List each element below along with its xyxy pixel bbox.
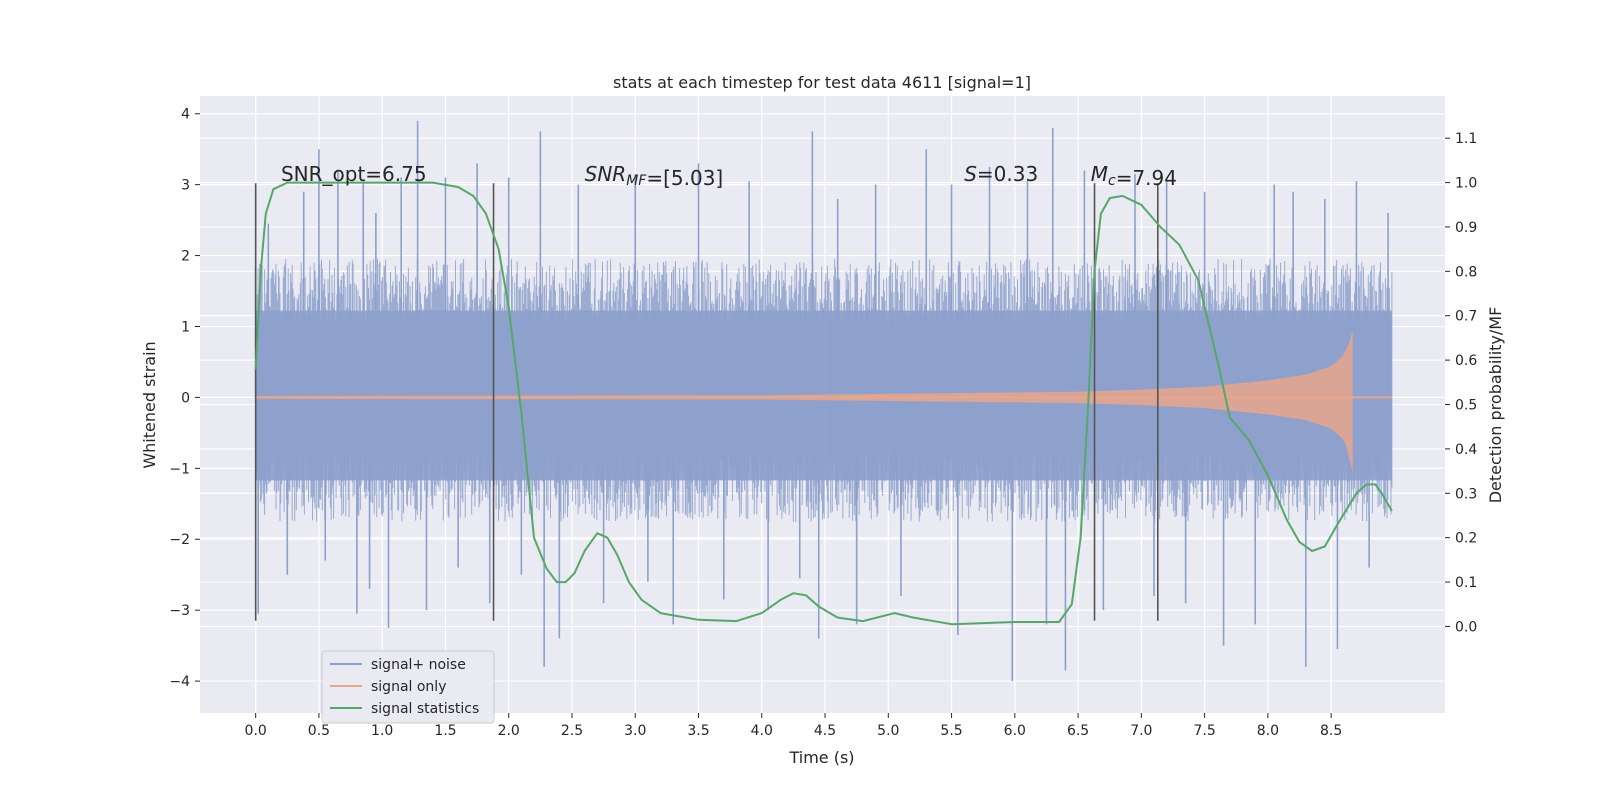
legend: signal+ noise signal only signal statist… bbox=[321, 650, 495, 724]
x-tick-label: 8.5 bbox=[1320, 723, 1342, 739]
y2-tick-label: 1.1 bbox=[1455, 131, 1477, 147]
y-tick-label: 4 bbox=[181, 107, 190, 123]
y-tick-label: 2 bbox=[181, 249, 190, 265]
vertical-markers bbox=[254, 183, 1159, 621]
legend-entry-signal-only: signal only bbox=[371, 679, 446, 695]
stats-line bbox=[254, 181, 1393, 626]
chart-title: stats at each timestep for test data 461… bbox=[613, 73, 1031, 92]
x-tick-label: 2.5 bbox=[561, 723, 583, 739]
y2-tick-label: 0.9 bbox=[1455, 220, 1477, 236]
x-tick-label: 1.0 bbox=[371, 723, 393, 739]
y-tick-label: −4 bbox=[169, 674, 190, 690]
y2-tick-label: 0.7 bbox=[1455, 309, 1477, 325]
legend-entry-signal-noise: signal+ noise bbox=[371, 657, 466, 673]
y2-tick-label: 0.1 bbox=[1455, 575, 1477, 591]
annotation-part: c bbox=[1108, 173, 1116, 189]
legend-box bbox=[321, 650, 495, 724]
series-signal-statistics bbox=[254, 181, 1393, 626]
annotation-part: MF bbox=[626, 173, 647, 189]
x-axis-label: Time (s) bbox=[788, 748, 854, 767]
annotations: SNR_opt=6.75 SNRMF=[5.03] S=0.33 Mc=7.94 bbox=[281, 162, 1177, 190]
legend-entry-signal-statistics: signal statistics bbox=[371, 701, 479, 717]
annotation: S=0.33 bbox=[964, 162, 1038, 186]
x-tick-label: 5.0 bbox=[877, 723, 899, 739]
annotation: Mc=7.94 bbox=[1091, 162, 1177, 190]
annotation-part: S bbox=[964, 162, 977, 186]
x-tick-label: 4.0 bbox=[751, 723, 773, 739]
annotation: SNRMF=[5.03] bbox=[585, 162, 724, 190]
y-tick-label: 0 bbox=[181, 390, 190, 406]
annotation-part: SNR_opt=6.75 bbox=[281, 162, 427, 186]
series-signal-only bbox=[255, 330, 1392, 472]
y-tick-label: 1 bbox=[181, 319, 190, 335]
y2-tick-label: 0.2 bbox=[1455, 531, 1477, 547]
x-tick-label: 0.5 bbox=[308, 723, 330, 739]
y2-tick-label: 0.5 bbox=[1455, 398, 1477, 414]
x-tick-label: 0.0 bbox=[245, 723, 267, 739]
x-tick-label: 2.0 bbox=[498, 723, 520, 739]
x-tick-label: 7.5 bbox=[1193, 723, 1215, 739]
x-tick-label: 3.5 bbox=[687, 723, 709, 739]
y-tick-label: −1 bbox=[169, 461, 190, 477]
y-tick-label: −2 bbox=[169, 532, 190, 548]
annotation-part: SNR bbox=[585, 162, 627, 186]
annotation-part: M bbox=[1091, 162, 1108, 186]
y2-tick-label: 1.0 bbox=[1455, 176, 1477, 192]
axes: 0.0 0.5 1.0 1.5 2.0 2.5 3.0 3.5 4.0 4.5 5.0 5.5 6.0 6… bbox=[169, 107, 1477, 739]
y2-tick-label: 0.8 bbox=[1455, 264, 1477, 280]
y2-tick-label: 0.3 bbox=[1455, 486, 1477, 502]
y-tick-label: −3 bbox=[169, 603, 190, 619]
annotation-part: =0.33 bbox=[977, 162, 1038, 186]
annotation-part: =7.94 bbox=[1116, 166, 1177, 190]
x-tick-label: 5.5 bbox=[940, 723, 962, 739]
signal-chirp-envelope bbox=[255, 330, 1353, 472]
y2-tick-label: 0.0 bbox=[1455, 619, 1477, 635]
y2-tick-label: 0.4 bbox=[1455, 442, 1477, 458]
annotation: SNR_opt=6.75 bbox=[281, 162, 427, 186]
x-tick-label: 6.5 bbox=[1067, 723, 1089, 739]
x-tick-label: 3.0 bbox=[624, 723, 646, 739]
y-axis-label: Whitened strain bbox=[140, 341, 159, 468]
x-tick-label: 1.5 bbox=[434, 723, 456, 739]
y-tick-label: 3 bbox=[181, 178, 190, 194]
y2-axis-label: Detection probability/MF bbox=[1486, 307, 1505, 504]
y2-tick-label: 0.6 bbox=[1455, 353, 1477, 369]
x-tick-label: 6.0 bbox=[1004, 723, 1026, 739]
x-tick-label: 7.0 bbox=[1130, 723, 1152, 739]
x-tick-label: 4.5 bbox=[814, 723, 836, 739]
x-tick-label: 8.0 bbox=[1257, 723, 1279, 739]
annotation-part: =[5.03] bbox=[646, 166, 723, 190]
